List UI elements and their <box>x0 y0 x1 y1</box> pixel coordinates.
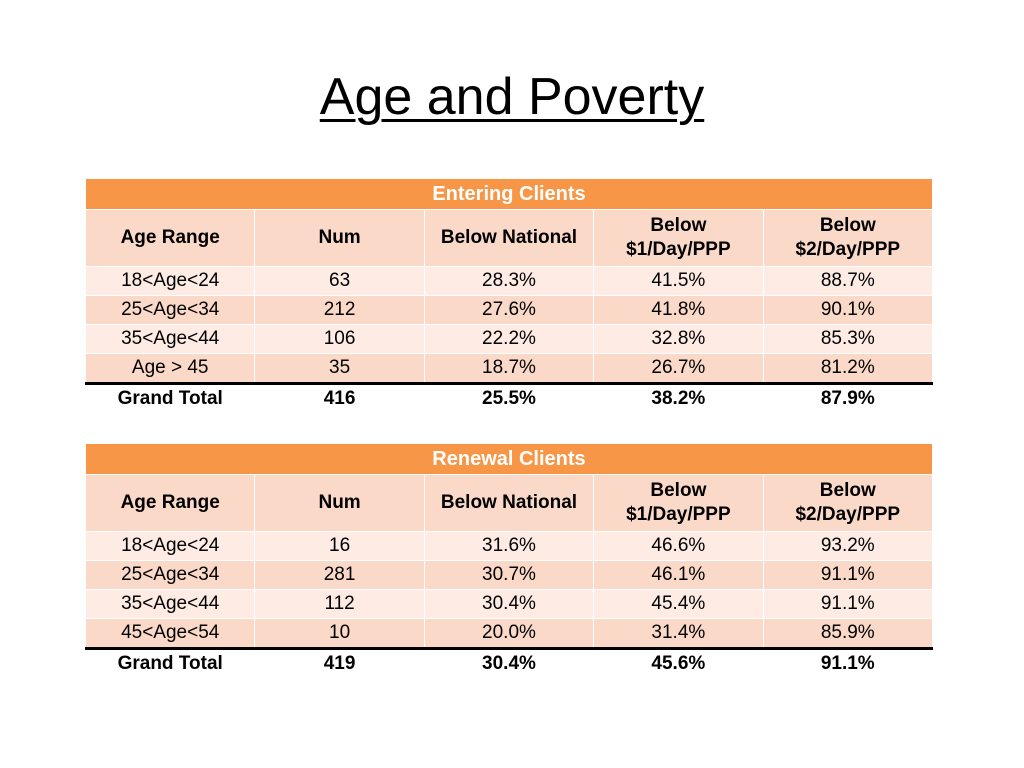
table-cell: 22.2% <box>423 324 595 354</box>
table-cell: 90.1% <box>762 295 934 325</box>
column-header: Num <box>254 474 425 532</box>
table-title: Renewal Clients <box>85 443 933 475</box>
table-cell: 46.1% <box>593 560 764 590</box>
table-cell: 30.4% <box>423 589 595 619</box>
table-cell: 30.7% <box>423 560 595 590</box>
table-cell: 18<Age<24 <box>84 266 256 296</box>
table-cell: 91.1% <box>762 589 933 619</box>
column-header-row: Age Range Num Below National Below $1/Day/P… <box>84 474 933 532</box>
table-cell: 35<Age<44 <box>84 324 256 354</box>
column-header: Below $2/Day/PPP <box>762 474 933 532</box>
table-row: 35<Age<44 112 30.4% 45.4% 91.1% <box>84 589 933 619</box>
total-cell: Grand Total <box>84 647 256 679</box>
column-header: Below National <box>423 474 595 532</box>
table-cell: 106 <box>254 324 425 354</box>
total-cell: 416 <box>254 382 425 414</box>
total-cell: 38.2% <box>593 382 764 414</box>
table-cell: 93.2% <box>762 531 933 561</box>
table-row: Age > 45 35 18.7% 26.7% 81.2% <box>84 353 934 384</box>
table-title-row: Entering Clients <box>84 178 934 210</box>
grand-total-row: Grand Total 416 25.5% 38.2% 87.9% <box>84 382 934 414</box>
table-cell: 32.8% <box>593 324 764 354</box>
table-cell: 18<Age<24 <box>84 531 256 561</box>
table-cell: 91.1% <box>762 560 933 590</box>
table-row: 45<Age<54 10 20.0% 31.4% 85.9% <box>84 618 933 649</box>
table-row: 18<Age<24 63 28.3% 41.5% 88.7% <box>84 266 934 296</box>
total-cell: 87.9% <box>762 382 934 414</box>
renewal-clients-table: Renewal Clients Age Range Num Below Nationa… <box>84 443 933 679</box>
table-title-row: Renewal Clients <box>85 443 933 475</box>
grand-total-row: Grand Total 419 30.4% 45.6% 91.1% <box>84 647 933 679</box>
table-cell: 18.7% <box>423 353 595 384</box>
column-header: Age Range <box>84 209 256 267</box>
column-header: Below $2/Day/PPP <box>762 209 934 267</box>
table-cell: 25<Age<34 <box>84 560 256 590</box>
total-cell: 30.4% <box>423 647 595 679</box>
column-header: Num <box>254 209 425 267</box>
table-cell: 28.3% <box>423 266 595 296</box>
table-row: 25<Age<34 281 30.7% 46.1% 91.1% <box>84 560 933 590</box>
table-cell: 88.7% <box>762 266 934 296</box>
table-cell: 112 <box>254 589 425 619</box>
table-title: Entering Clients <box>84 178 934 210</box>
table-cell: 26.7% <box>593 353 764 384</box>
table-cell: 45<Age<54 <box>84 618 256 649</box>
total-cell: 25.5% <box>423 382 595 414</box>
table-cell: 81.2% <box>762 353 934 384</box>
table-cell: 85.3% <box>762 324 934 354</box>
table-cell: 41.8% <box>593 295 764 325</box>
table-cell: 212 <box>254 295 425 325</box>
total-cell: Grand Total <box>84 382 256 414</box>
table-cell: 31.4% <box>593 618 764 649</box>
total-cell: 45.6% <box>593 647 764 679</box>
page-title: Age and Poverty <box>319 68 705 126</box>
column-header: Age Range <box>84 474 256 532</box>
total-cell: 419 <box>254 647 425 679</box>
table-cell: 41.5% <box>593 266 764 296</box>
table-cell: 45.4% <box>593 589 764 619</box>
table-cell: 85.9% <box>762 618 933 649</box>
table-cell: 63 <box>254 266 425 296</box>
table-cell: 10 <box>254 618 425 649</box>
table-cell: 35<Age<44 <box>84 589 256 619</box>
table-row: 18<Age<24 16 31.6% 46.6% 93.2% <box>84 531 933 561</box>
table-row: 35<Age<44 106 22.2% 32.8% 85.3% <box>84 324 934 354</box>
entering-clients-table: Entering Clients Age Range Num Below Nation… <box>84 178 934 414</box>
column-header: Below $1/Day/PPP <box>593 474 764 532</box>
total-cell: 91.1% <box>762 647 933 679</box>
column-header: Below $1/Day/PPP <box>593 209 764 267</box>
table-cell: 20.0% <box>423 618 595 649</box>
table-cell: 27.6% <box>423 295 595 325</box>
table-cell: 281 <box>254 560 425 590</box>
table-cell: 35 <box>254 353 425 384</box>
column-header-row: Age Range Num Below National Below $1/Day/P… <box>84 209 934 267</box>
table-row: 25<Age<34 212 27.6% 41.8% 90.1% <box>84 295 934 325</box>
column-header: Below National <box>423 209 595 267</box>
table-cell: 16 <box>254 531 425 561</box>
table-cell: 25<Age<34 <box>84 295 256 325</box>
table-cell: 46.6% <box>593 531 764 561</box>
table-cell: 31.6% <box>423 531 595 561</box>
table-cell: Age > 45 <box>84 353 256 384</box>
